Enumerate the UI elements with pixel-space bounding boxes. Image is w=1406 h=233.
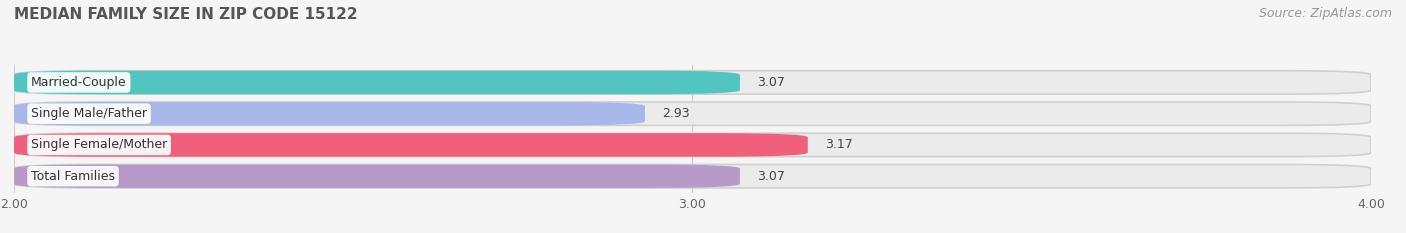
FancyBboxPatch shape — [14, 133, 808, 157]
FancyBboxPatch shape — [14, 71, 1371, 94]
FancyBboxPatch shape — [14, 102, 1371, 125]
FancyBboxPatch shape — [14, 164, 1371, 188]
FancyBboxPatch shape — [14, 71, 740, 94]
Text: Single Female/Mother: Single Female/Mother — [31, 138, 167, 151]
FancyBboxPatch shape — [14, 133, 1371, 157]
FancyBboxPatch shape — [14, 164, 740, 188]
Text: MEDIAN FAMILY SIZE IN ZIP CODE 15122: MEDIAN FAMILY SIZE IN ZIP CODE 15122 — [14, 7, 357, 22]
Text: Total Families: Total Families — [31, 170, 115, 183]
Text: 3.17: 3.17 — [825, 138, 852, 151]
Text: Source: ZipAtlas.com: Source: ZipAtlas.com — [1258, 7, 1392, 20]
Text: 2.93: 2.93 — [662, 107, 689, 120]
Text: Married-Couple: Married-Couple — [31, 76, 127, 89]
Text: Single Male/Father: Single Male/Father — [31, 107, 148, 120]
Text: 3.07: 3.07 — [756, 170, 785, 183]
Text: 3.07: 3.07 — [756, 76, 785, 89]
FancyBboxPatch shape — [14, 102, 645, 125]
